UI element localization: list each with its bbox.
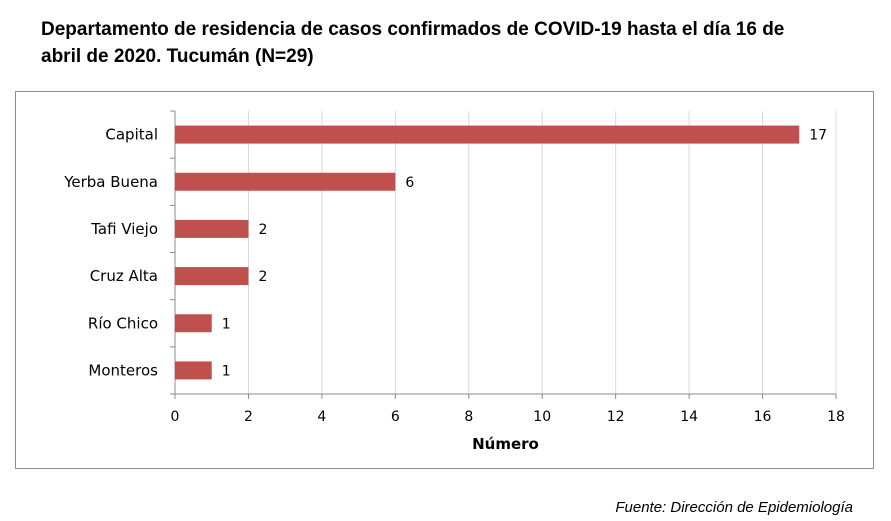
category-label: Río Chico [88, 314, 158, 332]
chart-title: Departamento de residencia de casos conf… [41, 19, 785, 67]
bar [175, 125, 800, 144]
bar [175, 314, 212, 333]
x-tick-label: 2 [244, 409, 253, 425]
data-label: 1 [222, 363, 231, 379]
x-tick-label: 10 [533, 409, 551, 425]
x-tick-label: 6 [391, 409, 400, 425]
bar [175, 172, 396, 191]
x-tick-label: 12 [607, 409, 625, 425]
chart-frame [15, 91, 874, 469]
data-label: 6 [405, 175, 414, 191]
x-tick-label: 14 [680, 409, 698, 425]
bar [175, 267, 249, 286]
category-label: Capital [105, 126, 158, 144]
bar [175, 219, 249, 238]
source-note: Fuente: Dirección de Epidemiología [615, 499, 853, 516]
x-tick-label: 0 [171, 409, 180, 425]
x-tick-label: 8 [464, 409, 473, 425]
bar [175, 361, 212, 380]
data-label: 2 [258, 222, 267, 238]
data-label: 17 [809, 128, 827, 144]
category-label: Yerba Buena [63, 173, 158, 191]
x-tick-label: 18 [827, 409, 845, 425]
x-axis-title: Número [472, 435, 539, 453]
category-label: Cruz Alta [90, 267, 158, 285]
category-label: Monteros [88, 361, 158, 379]
category-label: Tafi Viejo [90, 220, 158, 238]
x-tick-label: 16 [754, 409, 772, 425]
data-label: 1 [222, 316, 231, 332]
data-label: 2 [258, 269, 267, 285]
x-tick-label: 4 [317, 409, 326, 425]
